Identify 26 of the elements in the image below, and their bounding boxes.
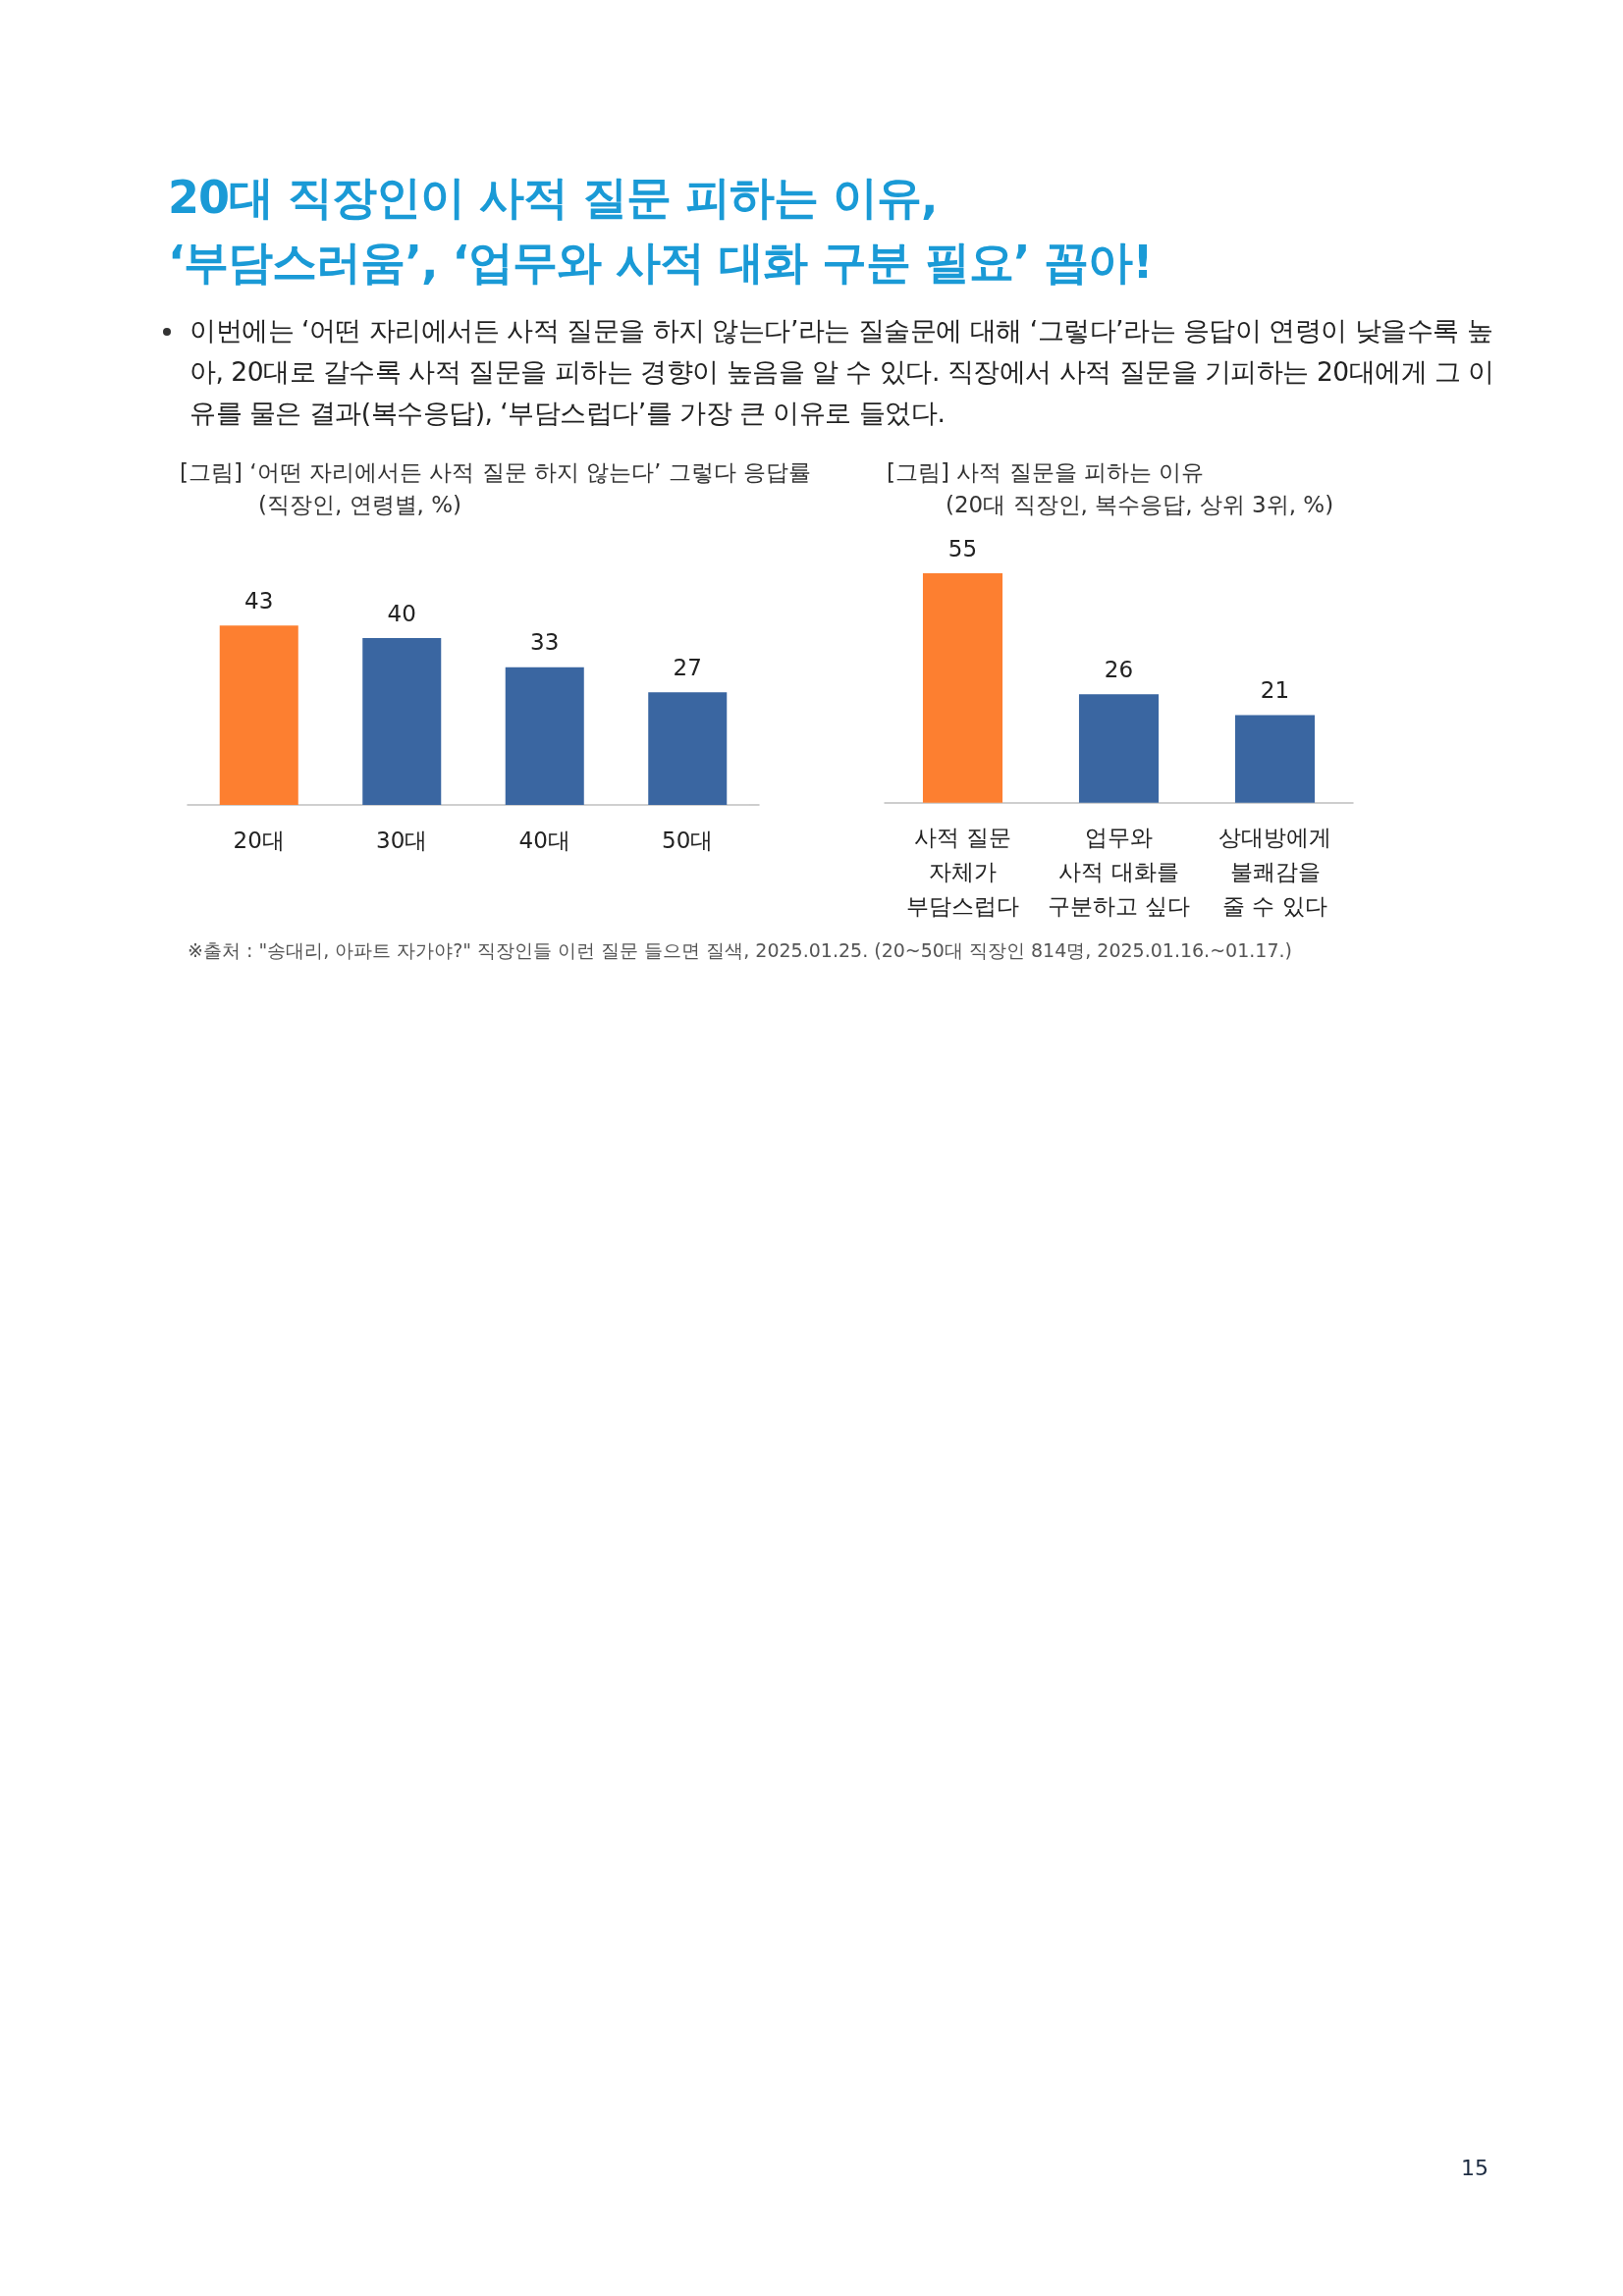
text: 15 [1461,2156,1488,2180]
data-label: 40 [387,600,416,626]
text: 20대 직장인이 사적 질문 피하는 이유, ‘부담스러움’, ‘업무와 사적 대화 구분 필요’ 꼽아! [168,170,1153,291]
bar [505,667,584,805]
chart-subtitle: (직장인, 연령별, %) [258,491,462,519]
x-tick-label: 40대 [518,827,570,853]
data-label: 27 [673,654,702,680]
text: 이번에는 ‘어떤 자리에서든 사적 질문을 하지 않는다’라는 질술문에 대해 ‘그렇다’라는 응답이 연령이 낮을수록 높아, 20대로 갈수록 사적 질문을 피하는 경향이 높음을 알 수 있다. 직장에서 사적 질문을 기피하는 20대에게 그 이유를 물은 결과(복수응답), ‘부담스럽다’를 가장 큰 이유로 들었다. [189,314,1495,430]
text: ※출처 : "송대리, 아파트 자가야?" 직장인들 이런 질문 들으면 질색, 2025.01.25. (20~50대 직장인 814명, 2025.01.16.~01.17.) [188,938,1293,963]
x-tick-label: 20대 [233,827,285,853]
chart-title: [그림] 사적 질문을 피하는 이유 [887,458,1205,487]
data-label: 21 [1260,677,1290,704]
data-label: 26 [1104,656,1134,682]
data-label: 55 [947,535,978,561]
x-tick-label: 50대 [662,827,714,853]
x-tick-label: 30대 [376,827,428,853]
bar [648,692,728,805]
bar [219,625,298,805]
x-tick-label: 사적 질문 자체가 부담스럽다 [906,825,1019,920]
x-tick-label: 상대방에게 불쾌감을 줄 수 있다 [1218,825,1331,920]
chart-subtitle: (20대 직장인, 복수응답, 상위 3위, %) [946,491,1334,519]
bar [362,638,442,805]
data-label: 33 [530,629,560,656]
x-tick-label: 업무와 사적 대화를 구분하고 싶다 [1047,825,1191,920]
data-label: 43 [244,587,274,614]
chart-title: [그림] ‘어떤 자리에서든 사적 질문 하지 않는다’ 그렇다 응답률 [180,458,812,487]
